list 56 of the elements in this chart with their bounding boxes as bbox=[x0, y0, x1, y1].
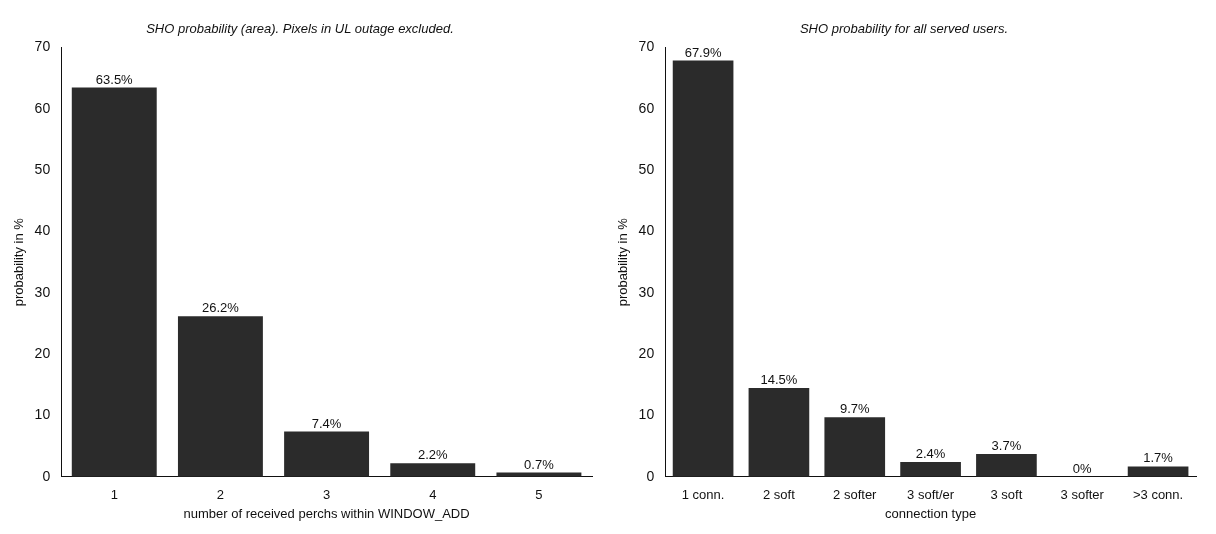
data-label: 0% bbox=[1072, 460, 1093, 476]
x-tick-label: 3 softer bbox=[1060, 487, 1105, 503]
y-tick-label: 50 bbox=[638, 161, 655, 178]
x-tick-label: 5 bbox=[535, 487, 543, 503]
data-label: 63.5% bbox=[95, 71, 134, 87]
y-tick-label: 40 bbox=[638, 222, 655, 239]
chart-title: SHO probability (area). Pixels in UL outage excluded. bbox=[146, 21, 454, 37]
x-axis-title: number of received perchs within WINDOW_ADD bbox=[183, 505, 470, 521]
y-tick-label: 50 bbox=[34, 161, 51, 178]
x-tick-label: 2 soft bbox=[763, 487, 796, 503]
data-label: 67.9% bbox=[684, 44, 722, 60]
y-tick-label: 0 bbox=[646, 467, 655, 484]
data-label: 1.7% bbox=[1143, 450, 1174, 466]
x-tick-label: 3 soft bbox=[990, 487, 1023, 503]
x-tick-label: 2 softer bbox=[833, 487, 878, 503]
bar bbox=[177, 316, 263, 477]
y-tick-label: 0 bbox=[42, 467, 51, 484]
data-label: 9.7% bbox=[839, 401, 871, 417]
data-label: 0.7% bbox=[524, 456, 555, 472]
data-label: 2.2% bbox=[417, 447, 448, 463]
x-tick-label: >3 conn. bbox=[1132, 487, 1184, 503]
y-axis-title: probability in % bbox=[615, 217, 631, 307]
y-tick-label: 20 bbox=[34, 345, 51, 362]
data-label: 14.5% bbox=[760, 371, 798, 387]
bar bbox=[900, 462, 961, 477]
bar bbox=[976, 454, 1037, 477]
bar bbox=[824, 417, 886, 477]
data-label: 26.2% bbox=[201, 300, 240, 316]
y-axis-title: probability in % bbox=[11, 217, 27, 307]
bar bbox=[390, 463, 476, 477]
y-tick-label: 60 bbox=[638, 99, 655, 116]
data-label: 3.7% bbox=[991, 438, 1022, 454]
bar bbox=[284, 431, 370, 477]
x-tick-label: 4 bbox=[429, 487, 437, 503]
x-tick-label: 3 bbox=[322, 487, 331, 503]
y-tick-label: 60 bbox=[34, 99, 51, 116]
data-label: 2.4% bbox=[915, 446, 946, 462]
y-tick-label: 10 bbox=[34, 406, 51, 423]
y-tick-label: 70 bbox=[638, 38, 655, 55]
y-tick-label: 30 bbox=[34, 283, 51, 300]
bar bbox=[1127, 466, 1189, 477]
x-tick-label: 1 conn. bbox=[681, 487, 725, 503]
x-tick-label: 2 bbox=[216, 487, 225, 503]
x-axis-title: connection type bbox=[885, 505, 977, 521]
y-tick-label: 40 bbox=[34, 222, 51, 239]
bar bbox=[748, 387, 810, 477]
x-tick-label: 3 soft/er bbox=[907, 487, 955, 503]
y-tick-label: 10 bbox=[638, 406, 655, 423]
data-label: 7.4% bbox=[311, 415, 342, 431]
y-tick-label: 30 bbox=[638, 283, 655, 300]
x-tick-label: 1 bbox=[110, 487, 118, 503]
bar bbox=[71, 87, 157, 477]
bar bbox=[672, 60, 734, 477]
chart-title: SHO probability for all served users. bbox=[799, 21, 1009, 37]
y-tick-label: 20 bbox=[638, 345, 655, 362]
y-tick-label: 70 bbox=[34, 38, 51, 55]
